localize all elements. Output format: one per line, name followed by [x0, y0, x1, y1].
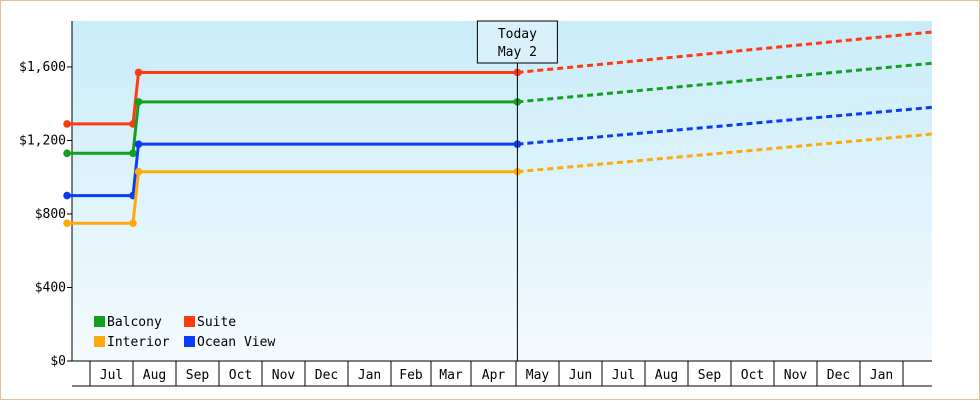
x-tick-label: Dec — [315, 368, 338, 383]
x-tick-label: Sep — [698, 368, 722, 383]
data-point — [129, 149, 137, 158]
y-tick-label: $0 — [50, 354, 66, 369]
y-tick-label: $400 — [35, 280, 66, 295]
today-box — [476, 20, 558, 64]
x-tick-label: Apr — [482, 368, 506, 383]
data-point — [134, 98, 143, 106]
x-tick-label: Jul — [612, 368, 635, 383]
data-point — [134, 140, 143, 148]
data-point — [129, 219, 137, 227]
legend-label: Interior — [107, 335, 170, 350]
data-point — [63, 120, 71, 128]
x-tick-label: Nov — [272, 368, 296, 383]
data-point — [63, 191, 71, 200]
x-tick-label: Sep — [186, 368, 210, 383]
x-tick-label: Dec — [827, 368, 850, 383]
data-point — [134, 167, 143, 176]
today-date-label: May 2 — [498, 45, 537, 60]
legend-label: Suite — [197, 315, 236, 330]
x-tick-label: Jun — [569, 368, 592, 383]
series-line-balcony — [67, 100, 518, 155]
data-point — [134, 68, 143, 77]
today-label: Today — [498, 27, 537, 42]
x-tick-label: Feb — [399, 368, 423, 383]
x-tick-label: Aug — [143, 368, 166, 383]
data-point — [63, 149, 71, 158]
x-tick-label: Oct — [229, 368, 252, 383]
legend-swatch — [184, 316, 195, 327]
legend-label: Ocean View — [197, 335, 275, 350]
x-tick-label: Aug — [655, 368, 678, 383]
legend-swatch — [184, 336, 195, 347]
x-tick-label: Jan — [358, 368, 381, 383]
x-tick-label: Oct — [741, 368, 764, 383]
x-tick-label: Jul — [100, 368, 123, 383]
y-tick-label: $800 — [35, 207, 66, 222]
y-tick-label: $1,600 — [19, 60, 66, 75]
data-point — [63, 219, 71, 227]
legend-label: Balcony — [107, 315, 162, 330]
y-tick-label: $1,200 — [19, 133, 66, 148]
legend-swatch — [94, 336, 105, 347]
series-line-suite — [67, 71, 518, 126]
x-tick-label: May — [526, 368, 550, 383]
legend-swatch — [94, 316, 105, 327]
x-tick-label: Mar — [439, 368, 463, 383]
x-tick-label: Nov — [784, 368, 808, 383]
x-tick-label: Jan — [870, 368, 893, 383]
series-line-interior — [67, 170, 518, 225]
